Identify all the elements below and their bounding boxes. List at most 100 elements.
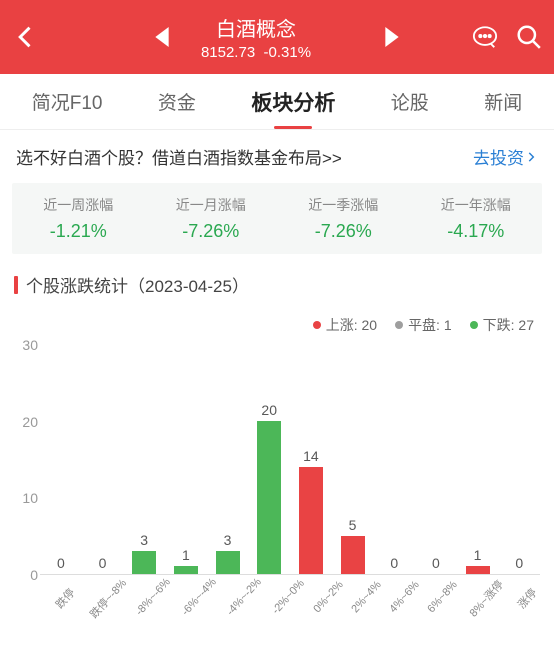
x-label-10: 8%~涨停 — [465, 577, 507, 621]
legend-label: 上涨: 20 — [326, 315, 377, 335]
tabs: 简况F10 资金板块分析论股新闻 — [0, 74, 554, 130]
stat-value: -7.26% — [145, 221, 278, 242]
stats-row: 近一周涨幅-1.21%近一月涨幅-7.26%近一季涨幅-7.26%近一年涨幅-4… — [12, 183, 542, 254]
stat-2: 近一季涨幅 -7.26% — [277, 195, 410, 242]
bar-value-label: 0 — [57, 555, 65, 571]
x-label-1: 跌停~-8% — [86, 575, 130, 621]
stat-label: 近一年涨幅 — [410, 195, 543, 215]
x-label-8: 4%~6% — [387, 579, 424, 618]
header-value: 8152.73 — [201, 44, 255, 61]
promo-link-label: 去投资 — [473, 144, 524, 169]
legend-dot — [313, 321, 321, 329]
bar-value-label: 0 — [99, 555, 107, 571]
legend-dot — [395, 321, 403, 329]
bar — [257, 421, 281, 574]
x-axis: 跌停跌停~-8%-8%~-6%-6%~-4%-4%~-2%-2%~0%0%~2%… — [40, 581, 540, 609]
legend-item-1: 平盘: 1 — [395, 315, 452, 335]
x-label-4: -4%~-2% — [225, 576, 267, 621]
legend-item-0: 上涨: 20 — [313, 315, 377, 335]
promo-banner[interactable]: 选不好白酒个股？借道白酒指数基金布局>> 去投资 — [0, 130, 554, 183]
chart: 0102030 00313201450010 跌停跌停~-8%-8%~-6%-6… — [0, 345, 554, 635]
bar-col-10: 1 — [457, 345, 499, 574]
legend-dot — [470, 321, 478, 329]
bar-value-label: 14 — [303, 448, 319, 464]
y-axis: 0102030 — [10, 345, 38, 575]
search-icon[interactable] — [516, 24, 542, 50]
tab-4[interactable]: 新闻 — [476, 74, 530, 129]
bar-col-3: 1 — [165, 345, 207, 574]
bar-col-5: 20 — [248, 345, 290, 574]
bar-col-6: 14 — [290, 345, 332, 574]
tab-3[interactable]: 论股 — [383, 74, 437, 129]
stat-label: 近一季涨幅 — [277, 195, 410, 215]
chart-legend: 上涨: 20 平盘: 1 下跌: 27 — [0, 309, 554, 345]
x-label-0: 跌停 — [46, 579, 83, 618]
header-title: 白酒概念 — [216, 13, 296, 42]
x-label-3: -6%~-4% — [179, 576, 221, 621]
bar-value-label: 5 — [349, 517, 357, 533]
bar-value-label: 20 — [261, 402, 277, 418]
bar — [216, 551, 240, 574]
x-label-7: 2%~4% — [349, 579, 386, 618]
bar-col-1: 0 — [82, 345, 124, 574]
x-label-2: -8%~-6% — [134, 576, 176, 621]
section-title: 个股涨跌统计（2023-04-25） — [0, 254, 554, 309]
bar-value-label: 1 — [474, 547, 482, 563]
y-tick: 0 — [30, 567, 38, 583]
stat-1: 近一月涨幅 -7.26% — [145, 195, 278, 242]
header-change: -0.31% — [264, 44, 312, 61]
stat-3: 近一年涨幅 -4.17% — [410, 195, 543, 242]
stat-0: 近一周涨幅 -1.21% — [12, 195, 145, 242]
tab-1[interactable]: 资金 — [150, 74, 204, 129]
stat-value: -4.17% — [410, 221, 543, 242]
bar-value-label: 0 — [432, 555, 440, 571]
x-label-11: 涨停 — [508, 579, 545, 618]
promo-text: 选不好白酒个股？借道白酒指数基金布局>> — [16, 144, 473, 169]
tab-0[interactable]: 简况F10 — [24, 74, 111, 129]
stat-value: -1.21% — [12, 221, 145, 242]
legend-item-2: 下跌: 27 — [470, 315, 534, 335]
bar-col-4: 3 — [207, 345, 249, 574]
bar — [299, 467, 323, 574]
bar-value-label: 0 — [515, 555, 523, 571]
x-label-6: 0%~2% — [311, 579, 348, 618]
chat-icon[interactable] — [472, 24, 498, 50]
header-subtitle: 8152.73 -0.31% — [201, 44, 311, 61]
tab-2[interactable]: 板块分析 — [243, 74, 343, 129]
y-tick: 20 — [22, 414, 38, 430]
bar-col-8: 0 — [373, 345, 415, 574]
bar — [132, 551, 156, 574]
bar-value-label: 3 — [140, 532, 148, 548]
header-center: 白酒概念 8152.73 -0.31% — [40, 13, 472, 61]
bar-value-label: 3 — [224, 532, 232, 548]
chart-plot: 0 0 3 1 3 20 14 5 0 0 1 0 — [40, 345, 540, 575]
y-tick: 10 — [22, 490, 38, 506]
back-icon[interactable] — [12, 23, 40, 51]
bar — [174, 566, 198, 574]
nav-prev-icon[interactable] — [155, 27, 169, 47]
nav-next-icon[interactable] — [385, 27, 399, 47]
legend-label: 平盘: 1 — [408, 315, 452, 335]
bar-col-2: 3 — [123, 345, 165, 574]
section-accent-bar — [14, 276, 18, 294]
x-label-5: -2%~0% — [270, 577, 310, 619]
bar — [341, 536, 365, 574]
bar-col-7: 5 — [332, 345, 374, 574]
bar-value-label: 0 — [390, 555, 398, 571]
bar-col-0: 0 — [40, 345, 82, 574]
stat-label: 近一月涨幅 — [145, 195, 278, 215]
stat-label: 近一周涨幅 — [12, 195, 145, 215]
bar — [466, 566, 490, 574]
y-tick: 30 — [22, 337, 38, 353]
header-actions — [472, 24, 542, 50]
section-title-text: 个股涨跌统计（2023-04-25） — [26, 272, 249, 297]
chevron-right-icon — [524, 150, 538, 164]
bar-col-9: 0 — [415, 345, 457, 574]
header: 白酒概念 8152.73 -0.31% — [0, 0, 554, 74]
promo-link[interactable]: 去投资 — [473, 144, 538, 169]
legend-label: 下跌: 27 — [483, 315, 534, 335]
stat-value: -7.26% — [277, 221, 410, 242]
bar-value-label: 1 — [182, 547, 190, 563]
x-label-9: 6%~8% — [426, 579, 463, 618]
bar-col-11: 0 — [498, 345, 540, 574]
